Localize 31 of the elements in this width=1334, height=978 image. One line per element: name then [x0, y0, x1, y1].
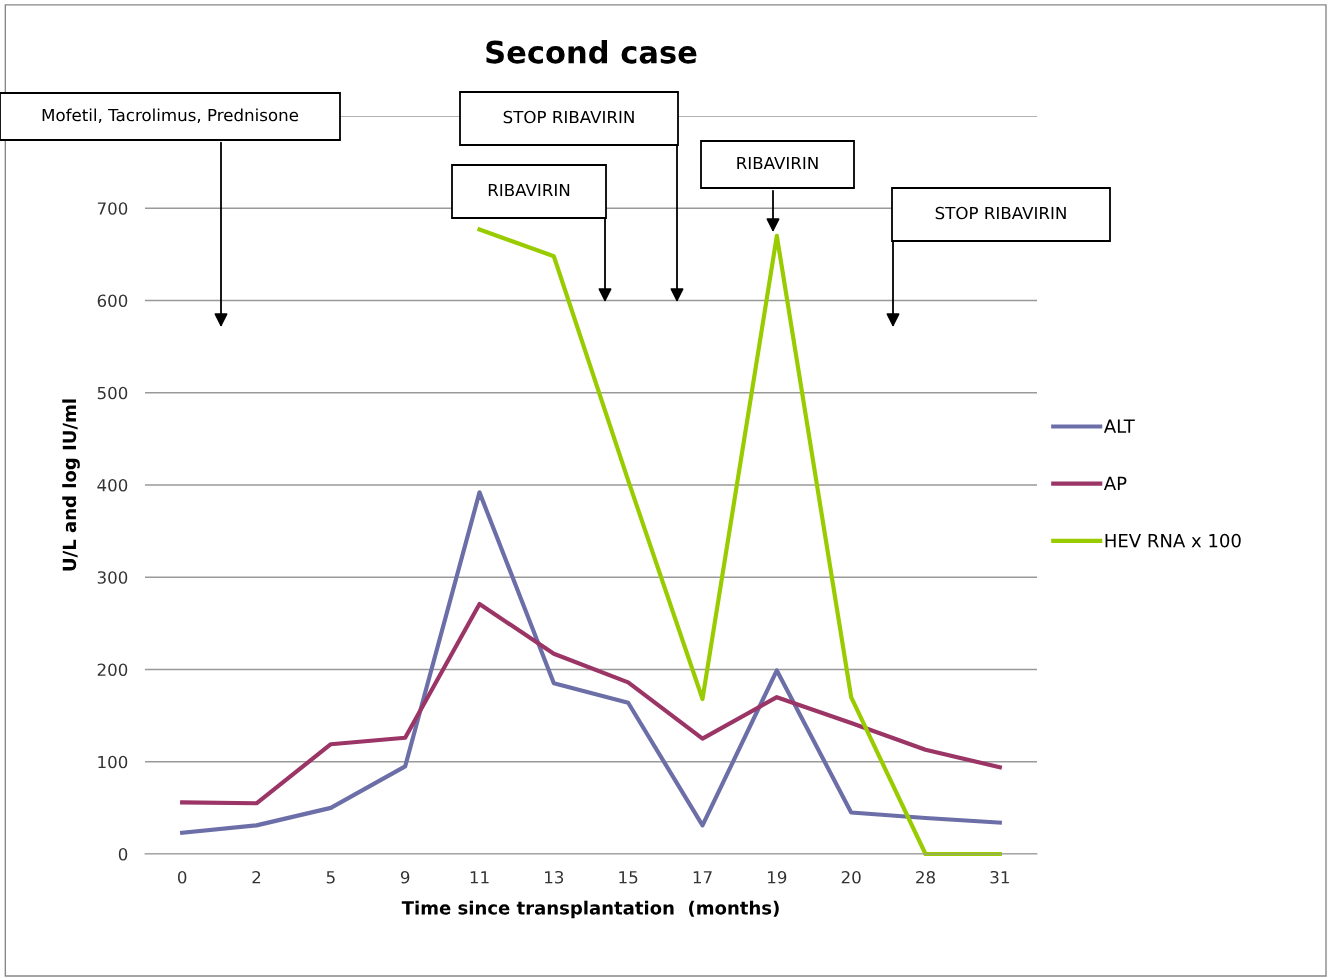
y-tick-label: 100 — [98, 755, 128, 769]
x-tick-label: 17 — [693, 871, 712, 884]
y-axis-title: U/L and log IU/ml — [62, 399, 80, 571]
x-tick-label: 31 — [990, 870, 1009, 884]
x-tick-label: 28 — [916, 870, 935, 884]
annotation: RIBAVIRIN — [737, 156, 818, 170]
annotation: RIBAVIRIN — [488, 183, 570, 197]
legend-label: ALT — [1103, 419, 1135, 433]
y-tick-label: 0 — [118, 847, 128, 861]
x-tick-label: 15 — [619, 871, 638, 884]
annotation: STOP RIBAVIRIN — [935, 206, 1066, 220]
x-tick-label: 19 — [768, 870, 787, 884]
legend-label: AP — [1103, 476, 1127, 490]
x-axis-title: Time since transplantation (months) — [401, 900, 779, 919]
y-tick-label: 200 — [97, 663, 128, 677]
chart-title: Second case — [486, 40, 697, 64]
x-tick-label: 20 — [841, 870, 861, 884]
x-tick-label: 11 — [470, 871, 489, 884]
y-tick-label: 600 — [97, 294, 128, 308]
annotation: Mofetil, Tacrolimus, Prednisone — [42, 108, 299, 124]
y-tick-label: 400 — [97, 478, 128, 492]
x-tick-label: 2 — [252, 870, 261, 884]
x-tick-label: 13 — [545, 870, 564, 884]
annotation: STOP RIBAVIRIN — [503, 110, 634, 124]
y-tick-label: 500 — [97, 386, 128, 400]
y-tick-label: 300 — [97, 571, 128, 584]
x-tick-label: 0 — [177, 870, 187, 884]
legend-label: HEV RNA x 100 — [1105, 533, 1241, 548]
x-tick-label: 5 — [326, 871, 335, 884]
y-tick-label: 700 — [97, 202, 128, 215]
x-tick-label: 9 — [400, 870, 410, 884]
